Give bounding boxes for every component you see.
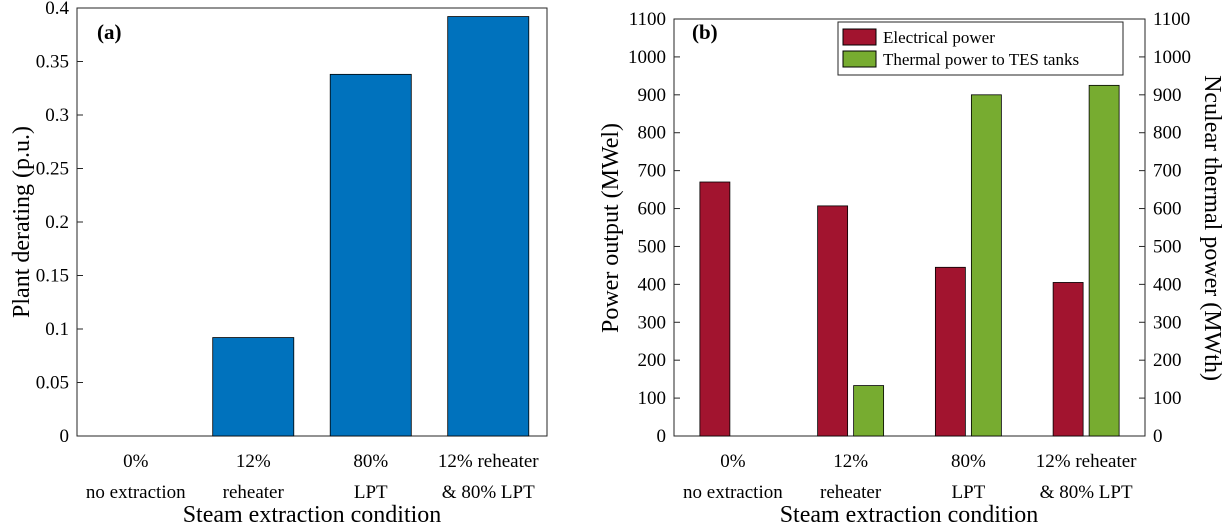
b-y-tick-label: 200 (638, 350, 667, 371)
bar-thermal-power (1088, 84, 1120, 437)
a-y-tick-label: 0.15 (36, 266, 69, 287)
b-y-tick-label: 0 (657, 426, 667, 447)
bar-derating (447, 16, 530, 437)
b-y-tick-label: 300 (638, 312, 667, 333)
b-y-tick-label: 1000 (1153, 47, 1191, 68)
bar-electrical-power (699, 181, 731, 437)
b-y-tick-label: 600 (1153, 199, 1182, 220)
chart-b-bars (699, 84, 1120, 437)
a-x-category-label: reheater (223, 482, 285, 503)
chart-a-panel-label: (a) (97, 20, 122, 44)
b-y-tick-label: 800 (638, 123, 667, 144)
b-y-tick-label: 700 (638, 161, 667, 182)
chart-a-x-ticks: 0% no extraction 12% reheater 80% LPT 12% rehe… (86, 451, 539, 503)
bar-derating (212, 337, 295, 437)
legend-box (837, 21, 1124, 76)
a-y-tick-label: 0.05 (36, 373, 69, 394)
chart-a: 0 0.05 0.1 0.15 0.2 0.25 0.3 0.35 0.4 0% no extra… (9, 0, 548, 528)
chart-a-x-axis-label: Steam extraction condition (183, 502, 442, 528)
bar-electrical-power (1052, 282, 1084, 437)
b-x-category-label: & 80% LPT (1040, 482, 1133, 503)
b-x-category-label: 0% (720, 451, 746, 472)
b-y-tick-label: 100 (1153, 388, 1182, 409)
chart-a-y-axis-label: Plant derating (p.u.) (9, 126, 35, 318)
chart-b-y-axis-label-right: Nculear thermal power (MWth) (1199, 75, 1225, 381)
b-x-category-label: reheater (820, 482, 882, 503)
chart-b-x-ticks: 0% no extraction 12% reheater 80% LPT 12% rehe… (683, 451, 1137, 503)
bar-thermal-power (853, 385, 885, 437)
b-x-category-label: 12% (833, 451, 868, 472)
bar-derating (329, 73, 412, 437)
chart-b: 0 100 200 300 400 500 600 700 800 900 1000 1100 0 10… (598, 9, 1225, 528)
chart-b-legend: Electrical power Thermal power to TES ta… (837, 21, 1124, 76)
b-x-category-label: 80% (951, 451, 986, 472)
a-x-category-label: 0% (123, 451, 149, 472)
b-y-tick-label: 800 (1153, 123, 1182, 144)
a-y-tick-label: 0.4 (45, 0, 69, 19)
a-y-tick-label: 0.1 (45, 319, 69, 340)
bar-electrical-power (934, 266, 966, 437)
a-x-category-label: 80% (353, 451, 388, 472)
a-x-category-label: LPT (354, 482, 388, 503)
b-y-tick-label: 400 (638, 274, 667, 295)
b-y-tick-label: 900 (1153, 85, 1182, 106)
a-y-tick-label: 0.2 (45, 212, 69, 233)
chart-b-x-axis-label: Steam extraction condition (780, 502, 1039, 528)
a-x-category-label: & 80% LPT (442, 482, 535, 503)
chart-b-y-ticks-right: 0 100 200 300 400 500 600 700 800 900 1000 1100 (1139, 9, 1191, 447)
b-y-tick-label: 300 (1153, 312, 1182, 333)
b-y-tick-label: 1100 (629, 9, 666, 30)
a-x-category-label: 12% reheater (438, 451, 539, 472)
b-y-tick-label: 0 (1153, 426, 1163, 447)
a-y-tick-label: 0.25 (36, 159, 69, 180)
a-y-tick-label: 0.3 (45, 105, 69, 126)
chart-b-y-ticks-left: 0 100 200 300 400 500 600 700 800 900 1000 1100 (628, 9, 680, 447)
b-y-tick-label: 1100 (1153, 9, 1190, 30)
b-x-category-label: LPT (951, 482, 985, 503)
a-y-tick-label: 0 (60, 426, 70, 447)
a-x-category-label: 12% (236, 451, 271, 472)
chart-b-y-axis-label-left: Power output (MWel) (598, 123, 624, 333)
legend-swatch-thermal (842, 50, 877, 68)
bar-electrical-power (817, 205, 849, 437)
b-y-tick-label: 600 (638, 199, 667, 220)
b-y-tick-label: 100 (638, 388, 667, 409)
bar-thermal-power (970, 94, 1002, 437)
b-y-tick-label: 500 (1153, 236, 1182, 257)
b-y-tick-label: 500 (638, 236, 667, 257)
chart-b-panel-label: (b) (692, 20, 718, 44)
a-x-category-label: no extraction (86, 482, 186, 503)
a-y-tick-label: 0.35 (36, 52, 69, 73)
b-x-category-label: 12% reheater (1036, 451, 1137, 472)
legend-swatch-electrical (842, 28, 877, 46)
b-y-tick-label: 700 (1153, 161, 1182, 182)
b-y-tick-label: 1000 (628, 47, 666, 68)
chart-a-bars (212, 16, 530, 437)
legend-label-electrical: Electrical power (883, 28, 995, 47)
b-y-tick-label: 900 (638, 85, 667, 106)
b-x-category-label: no extraction (683, 482, 783, 503)
chart-a-y-ticks: 0 0.05 0.1 0.15 0.2 0.25 0.3 0.35 0.4 (36, 0, 83, 447)
b-y-tick-label: 400 (1153, 274, 1182, 295)
chart-b-frame (673, 18, 1146, 437)
b-y-tick-label: 200 (1153, 350, 1182, 371)
legend-label-thermal: Thermal power to TES tanks (883, 50, 1079, 69)
